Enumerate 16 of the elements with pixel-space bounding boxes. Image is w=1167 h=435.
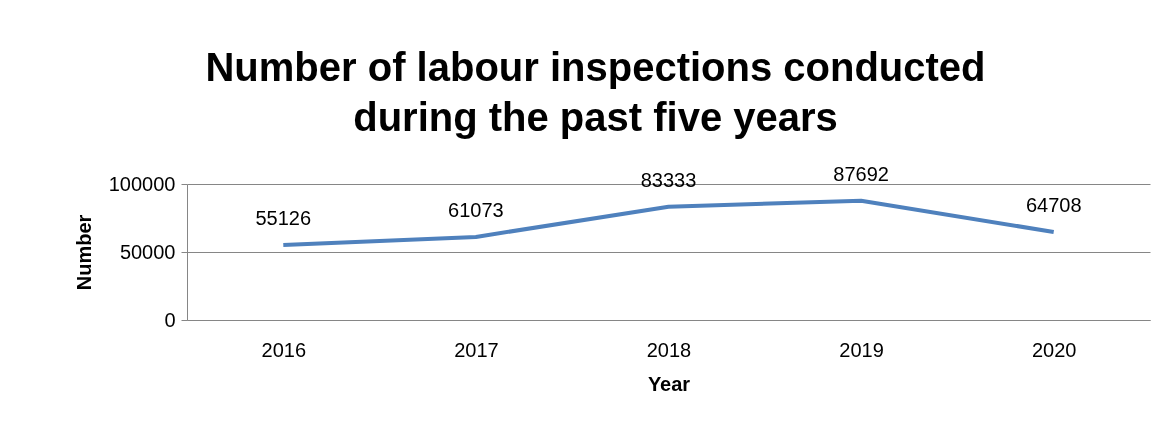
data-label: 64708 [1025,194,1082,216]
data-label: 55126 [255,207,312,230]
x-tick-label: 2017 [454,338,499,361]
y-tick-label: 50000 [119,240,176,263]
data-label: 87692 [833,162,889,185]
x-tick-label: 2019 [839,338,884,361]
y-tick-label: 0 [164,308,176,331]
x-tick-label: 2020 [1031,338,1077,361]
y-tick-label: 100000 [108,172,176,195]
y-axis-title: Number [72,214,95,291]
data-label: 61073 [448,198,504,221]
x-axis-title: Year [647,372,691,395]
x-tick-label: 2016 [261,338,307,361]
data-label: 83333 [640,168,697,191]
x-tick-label: 2018 [646,338,692,361]
chart-title: Number of labour inspections conducted during the past five years [205,44,986,139]
